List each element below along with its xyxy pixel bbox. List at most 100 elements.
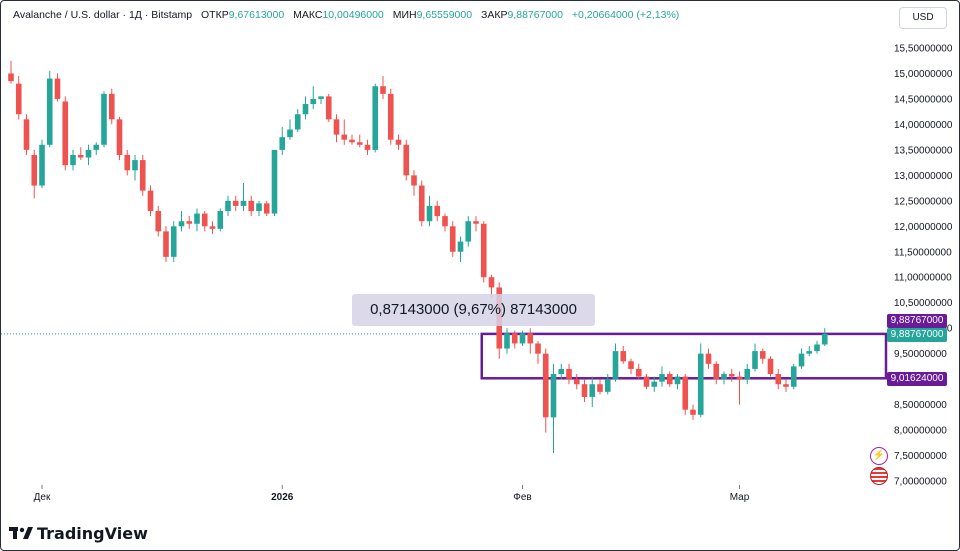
- symbol-title[interactable]: Avalanche / U.S. dollar · 1Д · Bitstamp: [13, 9, 193, 21]
- candle-body: [705, 353, 712, 364]
- candle: [519, 330, 526, 347]
- candle: [721, 371, 727, 385]
- price-tag-last: 9,88767000: [887, 328, 947, 342]
- candle: [728, 368, 735, 382]
- x-tick-label: Мар: [730, 492, 750, 503]
- y-tick-label: 10,50000000: [894, 298, 953, 309]
- candle: [279, 126, 286, 155]
- us-flag-icon[interactable]: [870, 467, 888, 485]
- candle-body: [597, 384, 603, 392]
- candle-body: [728, 374, 735, 377]
- candle: [318, 96, 324, 105]
- candle: [589, 376, 596, 408]
- candle: [558, 363, 565, 380]
- y-tick-label: 15,00000000: [894, 69, 953, 80]
- candle-body: [46, 78, 53, 145]
- candle: [248, 195, 255, 217]
- candle: [132, 154, 138, 181]
- candle: [806, 346, 813, 357]
- candle: [480, 221, 487, 283]
- candle: [690, 404, 696, 420]
- candle: [232, 195, 239, 212]
- candle: [403, 139, 410, 181]
- candle: [240, 182, 247, 212]
- candle-body: [604, 379, 611, 392]
- candle-body: [736, 376, 743, 380]
- candle-body: [550, 374, 557, 418]
- low-label: МИН: [392, 9, 417, 21]
- candle-body: [666, 374, 673, 385]
- y-tick-label: 12,50000000: [894, 196, 953, 207]
- candle: [186, 216, 193, 229]
- candle-body: [178, 221, 185, 227]
- candle: [256, 200, 262, 217]
- candle-body: [806, 351, 813, 354]
- candle: [380, 76, 386, 99]
- candle-body: [93, 144, 100, 150]
- candle: [201, 211, 208, 232]
- symbol-header: Avalanche / U.S. dollar · 1Д · Bitstamp …: [13, 9, 679, 21]
- candle: [604, 374, 611, 395]
- candle: [372, 83, 379, 153]
- candle: [364, 139, 371, 155]
- candle-body: [372, 86, 379, 150]
- y-tick-label: 15,50000000: [894, 44, 953, 55]
- change-value: +0,20664000 (+2,13%): [571, 9, 680, 21]
- candle-body: [535, 343, 541, 354]
- candle-body: [341, 134, 348, 140]
- candle-body: [418, 185, 425, 222]
- candle: [341, 119, 348, 145]
- candle: [194, 208, 200, 232]
- candle-body: [15, 83, 22, 115]
- candle: [814, 340, 820, 354]
- y-tick-label: 12,00000000: [894, 222, 953, 233]
- candle-body: [240, 200, 247, 206]
- candle-body: [124, 154, 131, 171]
- candle-body: [488, 277, 495, 288]
- candle: [124, 149, 131, 176]
- candle-body: [294, 114, 301, 130]
- x-tick-label: Дек: [34, 492, 51, 503]
- candle-body: [248, 200, 255, 212]
- currency-button[interactable]: USD: [899, 7, 947, 29]
- y-tick-label: 7,50000000: [894, 451, 947, 462]
- candle-body: [225, 200, 231, 212]
- candle: [635, 363, 642, 380]
- candle: [139, 154, 146, 196]
- candle: [511, 330, 518, 349]
- high-value: 10,00496000: [322, 9, 384, 21]
- candle: [155, 205, 162, 237]
- candle: [395, 134, 402, 150]
- candle: [449, 221, 456, 257]
- candle-body: [271, 149, 278, 214]
- candle: [411, 170, 417, 196]
- candle: [643, 374, 650, 390]
- candle: [705, 348, 712, 369]
- candle-body: [620, 351, 627, 362]
- lightning-icon[interactable]: ⚡: [870, 447, 888, 465]
- candle-body: [54, 78, 61, 99]
- candle-body: [814, 344, 820, 352]
- candle: [349, 134, 355, 145]
- candle: [550, 363, 557, 453]
- candle-body: [62, 101, 69, 166]
- candle-body: [775, 374, 782, 385]
- candle: [302, 96, 309, 120]
- candle: [163, 226, 169, 262]
- candle: [566, 363, 572, 385]
- candle-body: [380, 86, 386, 94]
- candle: [488, 274, 495, 298]
- candle: [170, 221, 177, 262]
- candle-body: [139, 160, 146, 191]
- candle-body: [116, 119, 123, 155]
- candle: [101, 91, 107, 148]
- candle: [759, 348, 766, 364]
- candle: [535, 340, 541, 364]
- candle-body: [635, 368, 642, 377]
- candle-body: [527, 333, 534, 344]
- candle: [527, 328, 534, 354]
- candle-body: [628, 361, 634, 369]
- candle: [697, 343, 704, 418]
- candle-body: [783, 384, 789, 387]
